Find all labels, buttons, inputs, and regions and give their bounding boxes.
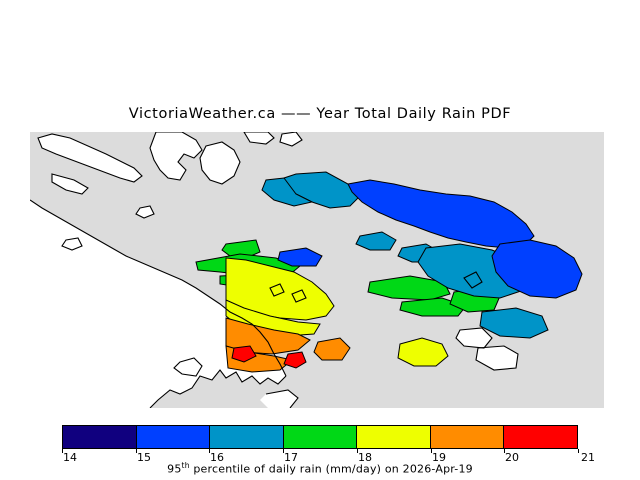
- colorbar-ticklabel-19: 19: [432, 451, 446, 464]
- colorbar-tickmark-21: [578, 449, 579, 453]
- colorbar-ticklabel-17: 17: [284, 451, 298, 464]
- region-north-channel-tail: [261, 177, 314, 207]
- region-southeast-teal-b: [479, 307, 549, 339]
- colorbar-tickmark-17: [283, 449, 284, 453]
- region-isle-teal-a: [355, 231, 397, 251]
- caption-ordinal: th: [181, 461, 190, 470]
- colorbar-segment-19-20[interactable]: [430, 426, 505, 448]
- region-red-islet-b: [231, 345, 257, 363]
- colorbar-segment-15-16[interactable]: [136, 426, 211, 448]
- colorbar-tickmark-20: [504, 449, 505, 453]
- region-yellow-island-south: [397, 337, 449, 367]
- region-green-isle-c: [367, 275, 451, 301]
- colorbar-tickmark-19: [431, 449, 432, 453]
- caption-value: 95: [167, 462, 182, 476]
- caption-text: percentile of daily rain (mm/day) on 202…: [189, 462, 473, 476]
- colorbar-segment-20-21[interactable]: [504, 426, 578, 448]
- colorbar-ticklabel-18: 18: [358, 451, 372, 464]
- colorbar-ticklabel-15: 15: [137, 451, 151, 464]
- map-panel[interactable]: [30, 132, 604, 408]
- colorbar-ticklabel-16: 16: [210, 451, 224, 464]
- region-green-isle-d: [399, 297, 467, 317]
- colorbar-tickmark-15: [136, 449, 137, 453]
- colorbar-segment-17-18[interactable]: [283, 426, 358, 448]
- colorbar-ticklabel-14: 14: [63, 451, 77, 464]
- colorbar-ticks: 14 15 16 17 18 19 20 21: [62, 449, 595, 464]
- region-east-islands-b: [277, 247, 323, 267]
- colorbar-tickmark-14: [62, 449, 63, 453]
- colorbar-tickmark-16: [209, 449, 210, 453]
- colorbar-tickmark-18: [357, 449, 358, 453]
- region-orange-islet: [313, 337, 351, 361]
- colorbar-segment-16-17[interactable]: [210, 426, 284, 448]
- region-red-islet-a: [283, 351, 307, 369]
- page-title: VictoriaWeather.ca —— Year Total Daily R…: [128, 106, 512, 122]
- colorbar-ticklabel-20: 20: [505, 451, 519, 464]
- rain-percentile-map[interactable]: [30, 132, 604, 408]
- colorbar-segment-14-15[interactable]: [63, 426, 137, 448]
- colorbar[interactable]: [62, 425, 578, 449]
- colorbar-segments[interactable]: [62, 425, 578, 449]
- coastline-layer: [30, 132, 519, 408]
- colorbar-ticklabel-21: 21: [581, 451, 595, 464]
- colorbar-caption: 95th percentile of daily rain (mm/day) o…: [0, 461, 640, 476]
- colorbar-segment-18-19[interactable]: [357, 426, 431, 448]
- region-east-islands: [491, 239, 583, 299]
- rain-bins-layer: [195, 171, 583, 373]
